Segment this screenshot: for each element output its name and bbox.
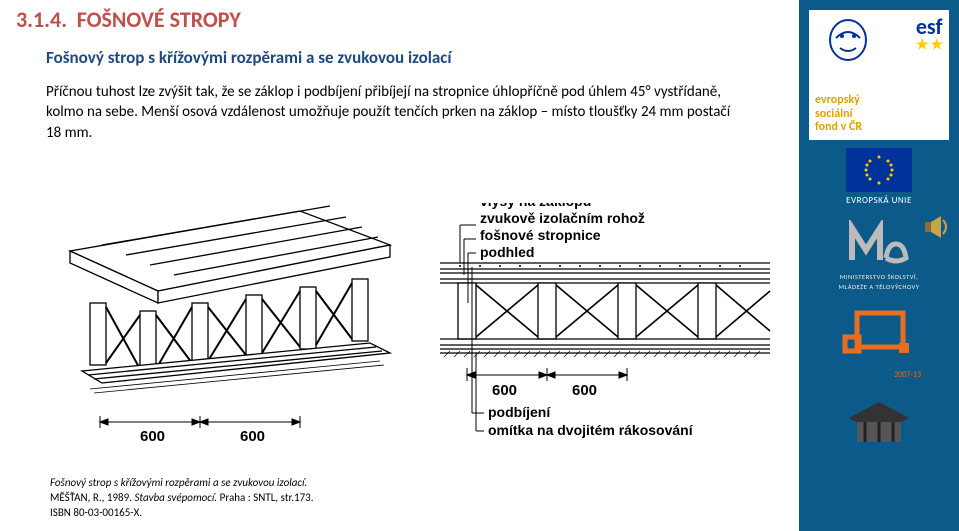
citation-line2: MĚŠŤAN, R., 1989. Stavba svépomocí. Prah…: [50, 491, 314, 506]
logo-sidebar: esf ★ ★ evropský sociální fond v ČR: [799, 0, 959, 531]
section-number: 3.1.4.: [16, 6, 67, 33]
technical-diagram: 600 600: [40, 203, 780, 463]
eu-label: EVROPSKÁ UNIE: [809, 195, 949, 206]
body-paragraph: Příčnou tuhost lze zvýšit tak, že se zák…: [46, 82, 746, 143]
label-vlysy: vlysy na záklopu: [480, 203, 591, 209]
section-view: [440, 263, 770, 357]
dim-600-left1: 600: [140, 428, 165, 445]
esf-star2: ★: [930, 36, 943, 53]
citation-line1: Fošnový strop s křížovými rozpěrami a se…: [50, 476, 314, 491]
esf-caption: evropský sociální fond v ČR: [815, 94, 862, 134]
msmt-logo: MINISTERSTVO ŠKOLSTVÍ, MLÁDEŽE A TĚLOVÝC…: [809, 220, 949, 291]
dim-600-left2: 600: [240, 428, 265, 445]
opvk-year: 2007-13: [809, 370, 949, 380]
citation: Fošnový strop s křížovými rozpěrami a se…: [50, 476, 314, 521]
label-stropnice: fošnové stropnice: [480, 227, 601, 243]
citation-title: Stavba svépomocí.: [134, 491, 217, 504]
esf-text: esf ★ ★: [916, 16, 943, 52]
label-podbijeni: podbíjení: [488, 404, 551, 420]
eu-flag-icon: [846, 148, 912, 192]
label-izolace: zvukově izolačním rohož: [480, 210, 645, 226]
esf-logo: esf ★ ★ evropský sociální fond v ČR: [809, 10, 949, 140]
dim-600-right2: 600: [572, 382, 597, 399]
esf-star1: ★: [916, 36, 929, 53]
eu-logo: EVROPSKÁ UNIE: [809, 148, 949, 206]
label-omitka: omítka na dvojitém rákosování: [488, 422, 694, 438]
citation-publisher: Praha : SNTL, str.173.: [217, 491, 313, 504]
citation-author: MĚŠŤAN, R., 1989.: [50, 491, 134, 504]
main-content: 3.1.4. FOŠNOVÉ STROPY Fošnový strop s kř…: [16, 6, 776, 143]
subtitle: Fošnový strop s křížovými rozpěrami a se…: [46, 47, 776, 68]
esf-cap-2: sociální: [815, 107, 852, 121]
section-title: FOŠNOVÉ STROPY: [77, 6, 241, 33]
dim-600-right1: 600: [492, 382, 517, 399]
isometric-view: [70, 206, 390, 393]
label-podhled: podhled: [480, 244, 534, 260]
citation-isbn: ISBN 80-03-00165-X.: [50, 506, 314, 521]
speaker-icon: [923, 214, 953, 240]
msmt-line1: MINISTERSTVO ŠKOLSTVÍ,: [809, 273, 949, 281]
opvk-logo: 2007-13: [809, 309, 949, 380]
msmt-line2: MLÁDEŽE A TĚLOVÝCHOVY: [809, 283, 949, 291]
esf-cap-1: evropský: [815, 93, 860, 107]
esf-cap-3: fond v ČR: [815, 120, 862, 134]
vste-logo: [809, 400, 949, 459]
